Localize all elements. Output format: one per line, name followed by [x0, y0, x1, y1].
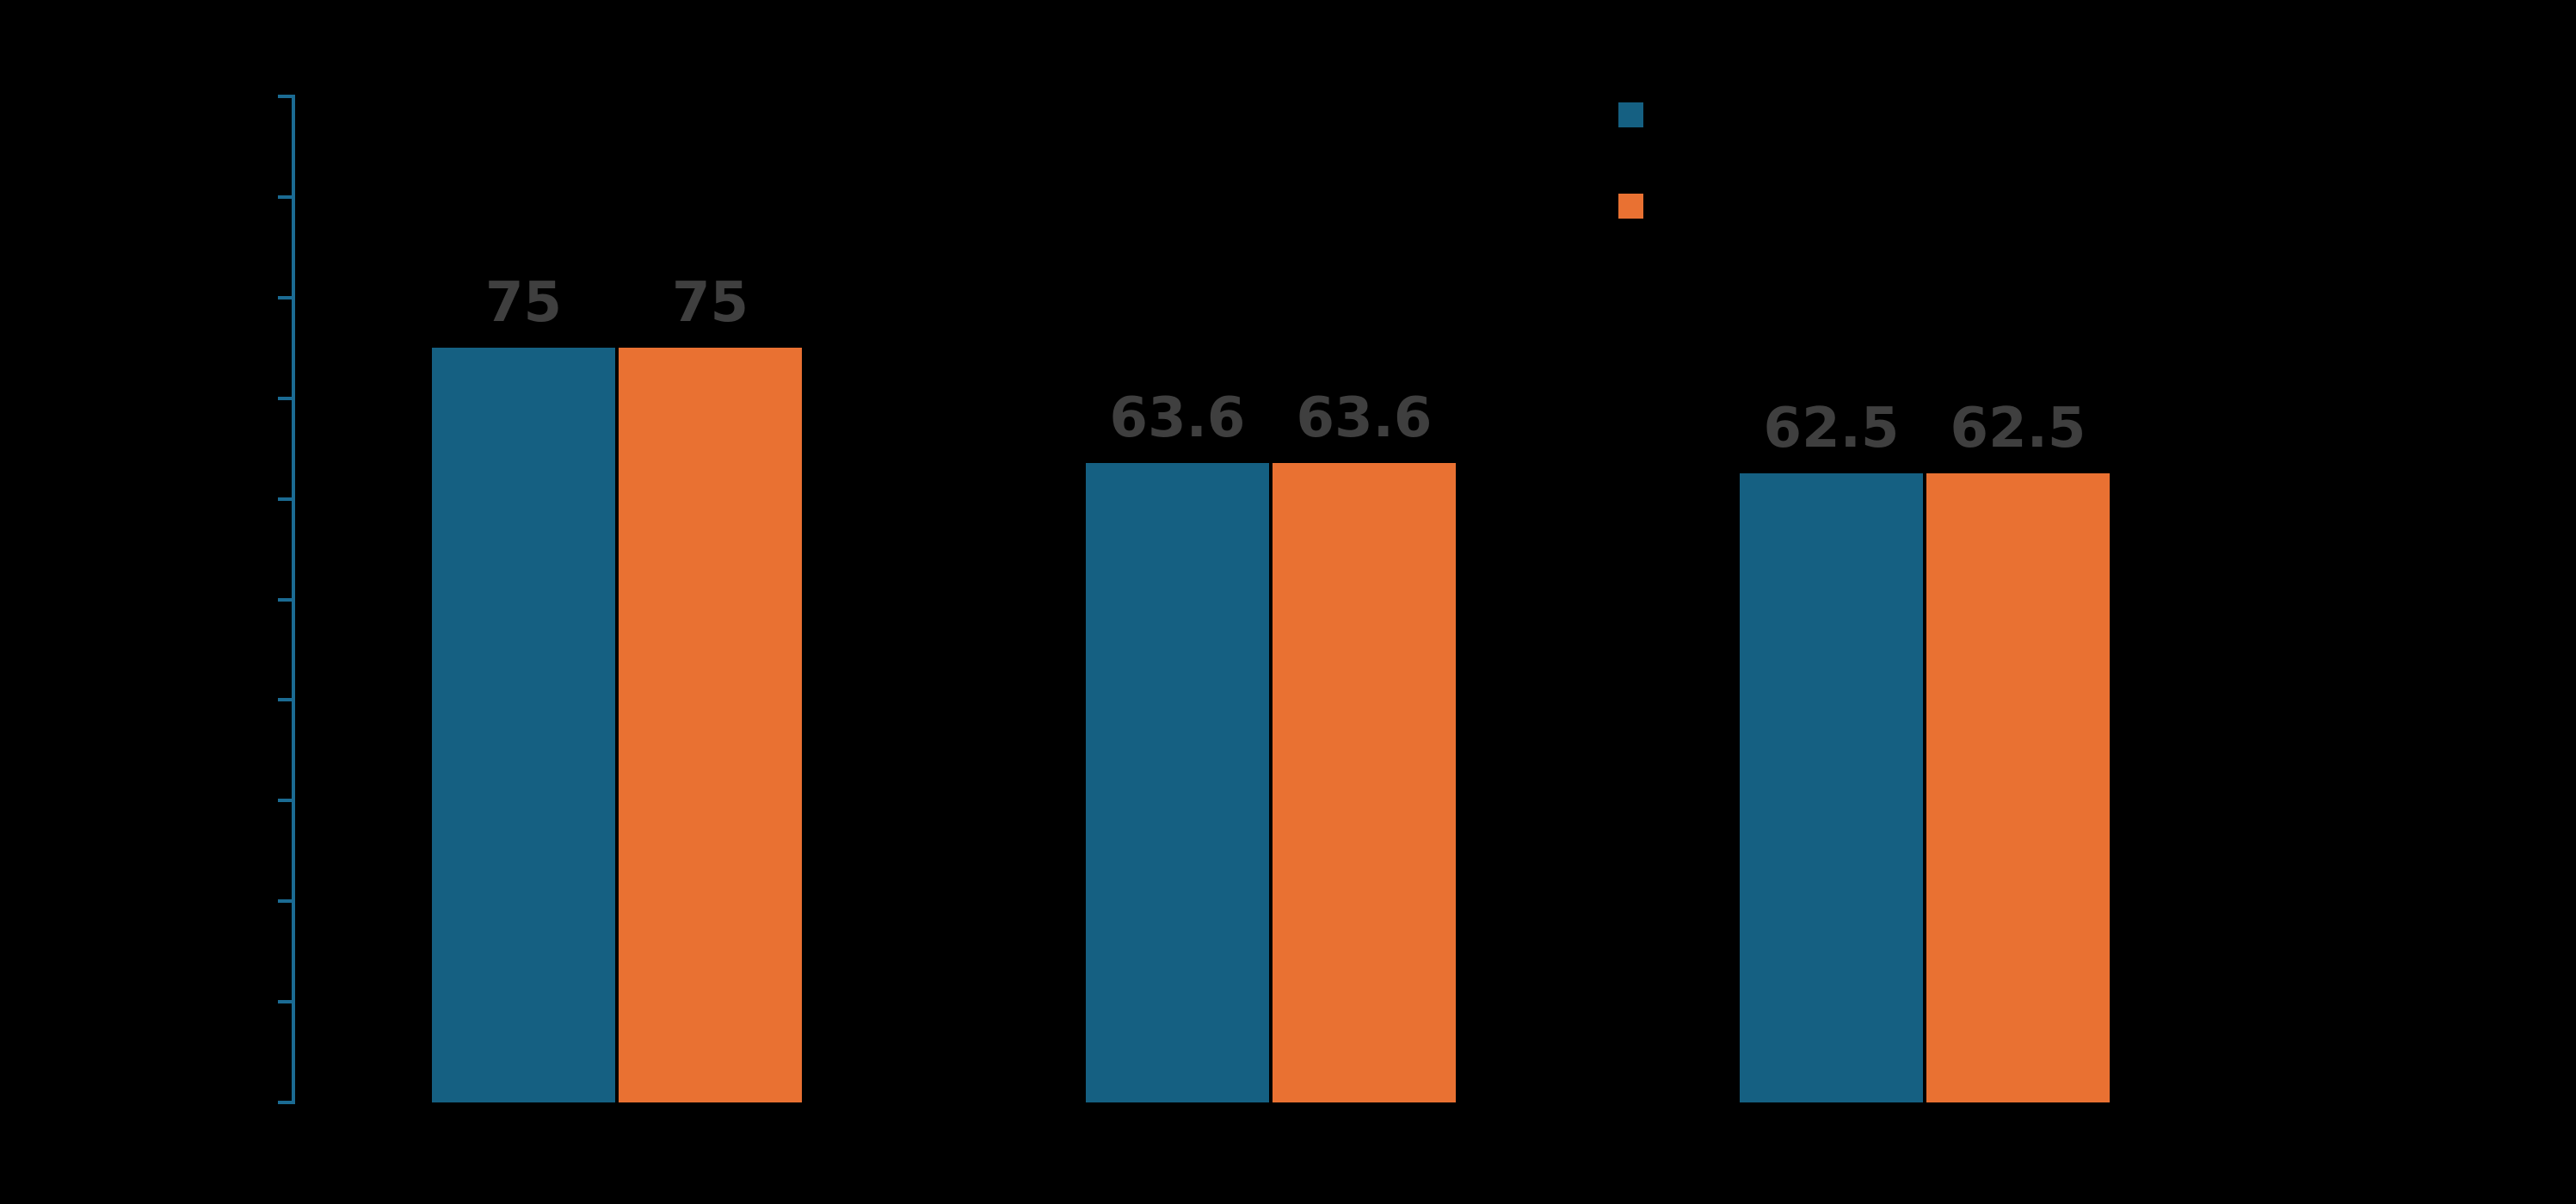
y-axis-tick [278, 95, 295, 98]
legend-swatch-series2 [1618, 194, 1643, 219]
y-axis-tick [278, 899, 295, 903]
y-axis-tick [278, 397, 295, 400]
y-axis-tick [278, 1101, 295, 1104]
y-axis-tick [278, 195, 295, 199]
bar-series1-group3 [1740, 473, 1923, 1102]
bar-series2-group1 [619, 348, 802, 1102]
bar-series2-group3 [1926, 473, 2110, 1102]
y-axis-tick [278, 1000, 295, 1003]
bar-series1-group1 [432, 348, 615, 1102]
value-label-series1-group1: 75 [484, 271, 563, 335]
value-label-series1-group3: 62.5 [1763, 397, 1900, 460]
value-label-series2-group2: 63.6 [1296, 386, 1433, 450]
value-label-series2-group3: 62.5 [1950, 397, 2086, 460]
y-axis-tick [278, 497, 295, 501]
y-axis-tick [278, 698, 295, 701]
bar-series2-group2 [1273, 463, 1456, 1102]
y-axis-tick [278, 598, 295, 602]
y-axis-tick [278, 296, 295, 299]
value-label-series1-group2: 63.6 [1109, 386, 1246, 450]
legend-swatch-series1 [1618, 102, 1643, 127]
value-label-series2-group1: 75 [671, 271, 749, 335]
bar-series1-group2 [1086, 463, 1269, 1102]
y-axis-tick [278, 799, 295, 802]
